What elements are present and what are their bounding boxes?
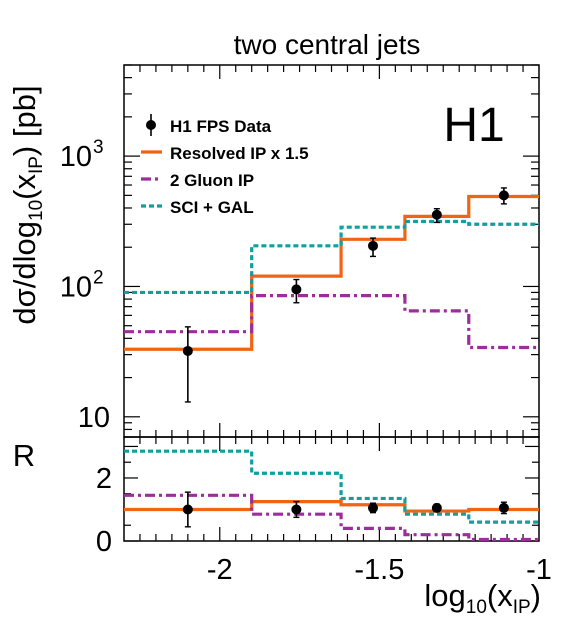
data-point bbox=[498, 190, 509, 201]
data-point bbox=[291, 284, 302, 295]
x-tick-label: -1 bbox=[526, 554, 552, 586]
data-point bbox=[498, 502, 509, 513]
label-part: IP bbox=[26, 156, 47, 174]
ratio-panel: 0 2 -2 -1.5 -1 bbox=[96, 436, 552, 586]
label-part: dσ/dlog bbox=[7, 221, 42, 325]
y-axis-label: dσ/dlog10(xIP) [pb] bbox=[7, 85, 47, 324]
legend-marker-point bbox=[146, 120, 156, 130]
ratio-plot-frame bbox=[123, 436, 540, 542]
y-tick-label: 10 bbox=[60, 141, 92, 173]
x-axis-label: log10(xIP) bbox=[424, 578, 541, 618]
data-point bbox=[182, 504, 193, 515]
legend: H1 FPS Data Resolved IP x 1.5 2 Gluon IP SC… bbox=[141, 114, 309, 217]
experiment-label: H1 bbox=[443, 99, 504, 152]
data-point bbox=[291, 504, 302, 515]
series-2-gluon-ip bbox=[124, 493, 539, 542]
label-part: ) bbox=[531, 578, 541, 613]
x-axis-label-text: log10(xIP) bbox=[424, 578, 541, 618]
data-point bbox=[431, 209, 442, 220]
data-point bbox=[368, 240, 378, 251]
series-sci-gal bbox=[124, 449, 539, 524]
series-2-gluon-ip bbox=[124, 294, 539, 350]
data-point bbox=[431, 502, 442, 513]
label-part: (x bbox=[487, 578, 513, 613]
legend-label: H1 FPS Data bbox=[170, 117, 272, 136]
label-part: 10 bbox=[26, 200, 47, 221]
ratio-axis-label: R bbox=[13, 438, 35, 473]
legend-label: Resolved IP x 1.5 bbox=[170, 144, 309, 163]
legend-label: 2 Gluon IP bbox=[170, 171, 254, 190]
x-tick-label: -1.5 bbox=[354, 554, 404, 586]
y-tick-label: 10 bbox=[60, 271, 92, 303]
label-part: (x bbox=[7, 174, 42, 200]
series-sci-gal bbox=[124, 219, 539, 295]
y-tick-label-exponent: 3 bbox=[93, 137, 104, 158]
ratio-tick-label: 2 bbox=[96, 463, 112, 495]
label-part: ) [pb] bbox=[7, 85, 42, 156]
y-tick-label-exponent: 2 bbox=[93, 267, 104, 288]
y-axis-label-text: dσ/dlog10(xIP) [pb] bbox=[7, 85, 47, 324]
legend-label: SCI + GAL bbox=[170, 198, 254, 217]
label-part: IP bbox=[513, 597, 531, 618]
chart-title: two central jets bbox=[234, 29, 421, 60]
label-part: log bbox=[424, 578, 465, 613]
x-tick-label: -2 bbox=[207, 554, 233, 586]
ratio-tick-label: 0 bbox=[96, 526, 112, 558]
data-point bbox=[182, 345, 193, 356]
label-part: 10 bbox=[466, 597, 487, 618]
y-tick-label: 10 bbox=[78, 402, 110, 434]
data-point bbox=[368, 502, 378, 513]
